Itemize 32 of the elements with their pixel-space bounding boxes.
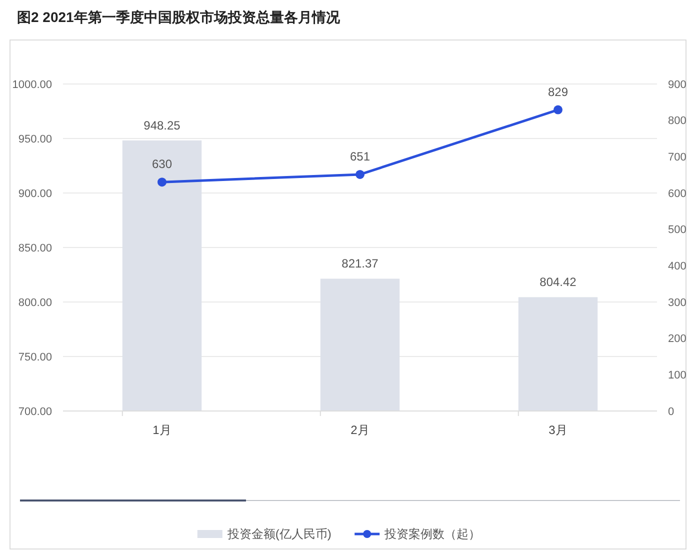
chart-title: 图2 2021年第一季度中国股权市场投资总量各月情况 — [17, 9, 341, 25]
point — [158, 178, 166, 187]
x-tick-label: 1月 — [152, 423, 172, 438]
y-tick-label: 950.00 — [18, 133, 52, 146]
y2-tick-label: 900 — [668, 78, 686, 91]
data-label: 821.37 — [342, 256, 379, 271]
y2-tick-label: 0 — [668, 406, 674, 418]
y2-tick-label: 700 — [668, 152, 686, 164]
data-label: 630 — [152, 157, 172, 172]
y-tick-label: 700.00 — [18, 406, 52, 418]
y2-tick-label: 800 — [668, 115, 686, 128]
y-tick-label: 1000.00 — [12, 78, 52, 91]
legend-label: 投资金额(亿人民币) — [226, 527, 332, 542]
y2-tick-label: 400 — [668, 260, 686, 273]
y2-tick-label: 600 — [668, 188, 686, 200]
x-tick-label: 2月 — [350, 423, 370, 438]
data-label: 948.25 — [144, 118, 181, 132]
y2-tick-label: 500 — [668, 224, 686, 236]
data-label: 651 — [350, 149, 370, 164]
y-tick-label: 750.00 — [18, 351, 52, 364]
data-label: 804.42 — [540, 275, 577, 290]
point — [356, 170, 364, 179]
y2-tick-label: 300 — [668, 296, 686, 309]
y-tick-label: 850.00 — [18, 242, 52, 254]
data-label: 829 — [548, 84, 568, 99]
point — [554, 105, 562, 114]
y2-tick-label: 200 — [668, 333, 686, 346]
y-tick-label: 800.00 — [18, 296, 52, 309]
y2-tick-label: 100 — [668, 370, 686, 382]
x-tick-label: 3月 — [548, 423, 568, 438]
legend-label: 投资案例数（起） — [384, 527, 481, 542]
y-tick-label: 900.00 — [18, 188, 52, 200]
